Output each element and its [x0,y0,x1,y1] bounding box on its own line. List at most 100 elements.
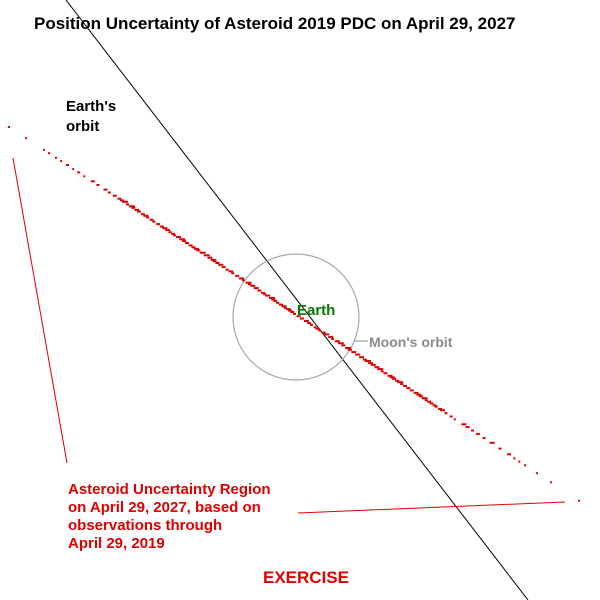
uncertainty-point [152,220,156,223]
uncertainty-point [215,262,220,264]
uncertainty-point [290,311,295,313]
uncertainty-point [168,231,172,234]
uncertainty-point [321,331,326,334]
uncertainty-point [413,391,419,394]
uncertainty-point [424,399,428,402]
uncertainty-point [395,379,400,382]
uncertainty-point [159,225,164,228]
uncertainty-point [307,322,312,325]
uncertainty-point [212,260,217,263]
uncertainty-point [318,329,322,332]
uncertainty-point [171,232,175,235]
earth-orbit-line [65,0,529,600]
uncertainty-point [285,308,291,311]
earth-label: Earth [297,302,336,319]
uncertainty-point [245,281,252,284]
uncertainty-point [55,156,57,159]
uncertainty-point [421,397,428,400]
page-title: Position Uncertainty of Asteroid 2019 PD… [34,14,516,33]
uncertainty-point [392,377,397,380]
uncertainty-point [179,238,186,241]
uncertainty-point [156,223,161,226]
uncertainty-point [48,152,50,155]
uncertainty-point [149,218,154,221]
uncertainty-point [184,242,189,244]
uncertainty-point [281,305,287,308]
uncertainty-point [112,194,117,197]
uncertainty-point [397,381,404,384]
uncertainty-point [293,312,296,315]
uncertainty-point [524,464,526,467]
uncertainty-point [25,137,27,140]
uncertainty-point [265,294,271,297]
uncertainty-point [400,383,404,386]
uncertainty-point [359,356,365,359]
uncertainty-point [231,272,235,275]
uncertainty-point [257,289,262,292]
uncertainty-point [131,206,136,209]
uncertainty-point [296,315,301,318]
uncertainty-point [248,283,251,286]
uncertainty-point [228,270,234,273]
uncertainty-point [134,208,140,211]
uncertainty-point [427,400,432,403]
uncertainty-point [313,326,317,329]
uncertainty-point [476,432,481,435]
uncertainty-point [368,362,374,365]
uncertainty-point [210,258,216,261]
uncertainty-point [66,164,69,166]
uncertainty-point [351,351,357,354]
moon-orbit-circle [232,253,360,381]
uncertainty-point [498,447,502,450]
uncertainty-point [507,453,512,456]
uncertainty-point [461,423,467,426]
uncertainty-point [165,229,171,232]
uncertainty-point [444,412,448,415]
uncertainty-point [271,298,276,301]
uncertainty-point [117,197,122,200]
uncertainty-point [238,277,244,280]
uncertainty-point [103,188,108,191]
moon-orbit-label: Moon's orbit [369,334,453,350]
uncertainty-point [225,268,229,271]
earth-orbit-label: Earth's orbit [66,97,116,137]
uncertainty-point [315,327,320,330]
region-pointer-right [297,501,566,514]
uncertainty-point [176,236,181,239]
earth-orbit-label-line-1: Earth's [66,98,117,115]
uncertainty-point [221,266,226,269]
uncertainty-point [370,363,376,366]
uncertainty-point [43,148,45,151]
uncertainty-point [143,214,149,217]
uncertainty-point [140,213,145,216]
uncertainty-point [374,366,380,369]
uncertainty-point [362,358,367,361]
uncertainty-point [434,405,438,408]
uncertainty-point [72,168,75,171]
uncertainty-point [90,180,95,183]
uncertainty-point [429,402,434,405]
uncertainty-point [253,287,259,290]
uncertainty-point [173,234,177,237]
uncertainty-point [418,395,423,398]
uncertainty-point [345,347,352,349]
uncertainty-point [218,263,224,266]
uncertainty-point [146,216,150,219]
uncertainty-region-label: Asteroid Uncertainty Region on April 29,… [68,481,271,553]
uncertainty-point [181,240,186,242]
uncertainty-point [578,499,580,502]
uncertainty-point [273,299,278,302]
uncertainty-point [303,320,309,322]
uncertainty-point [347,348,352,351]
uncertainty-point [268,297,275,299]
uncertainty-point [162,227,168,230]
uncertainty-region-label-line-1: Asteroid Uncertainty Region [68,481,271,498]
uncertainty-point [341,344,346,347]
uncertainty-point [191,246,196,249]
uncertainty-point [276,301,280,304]
uncertainty-region-label-line-4: April 29, 2019 [68,535,165,552]
uncertainty-point [288,309,292,312]
uncertainty-point [550,481,552,484]
uncertainty-point [83,175,86,178]
